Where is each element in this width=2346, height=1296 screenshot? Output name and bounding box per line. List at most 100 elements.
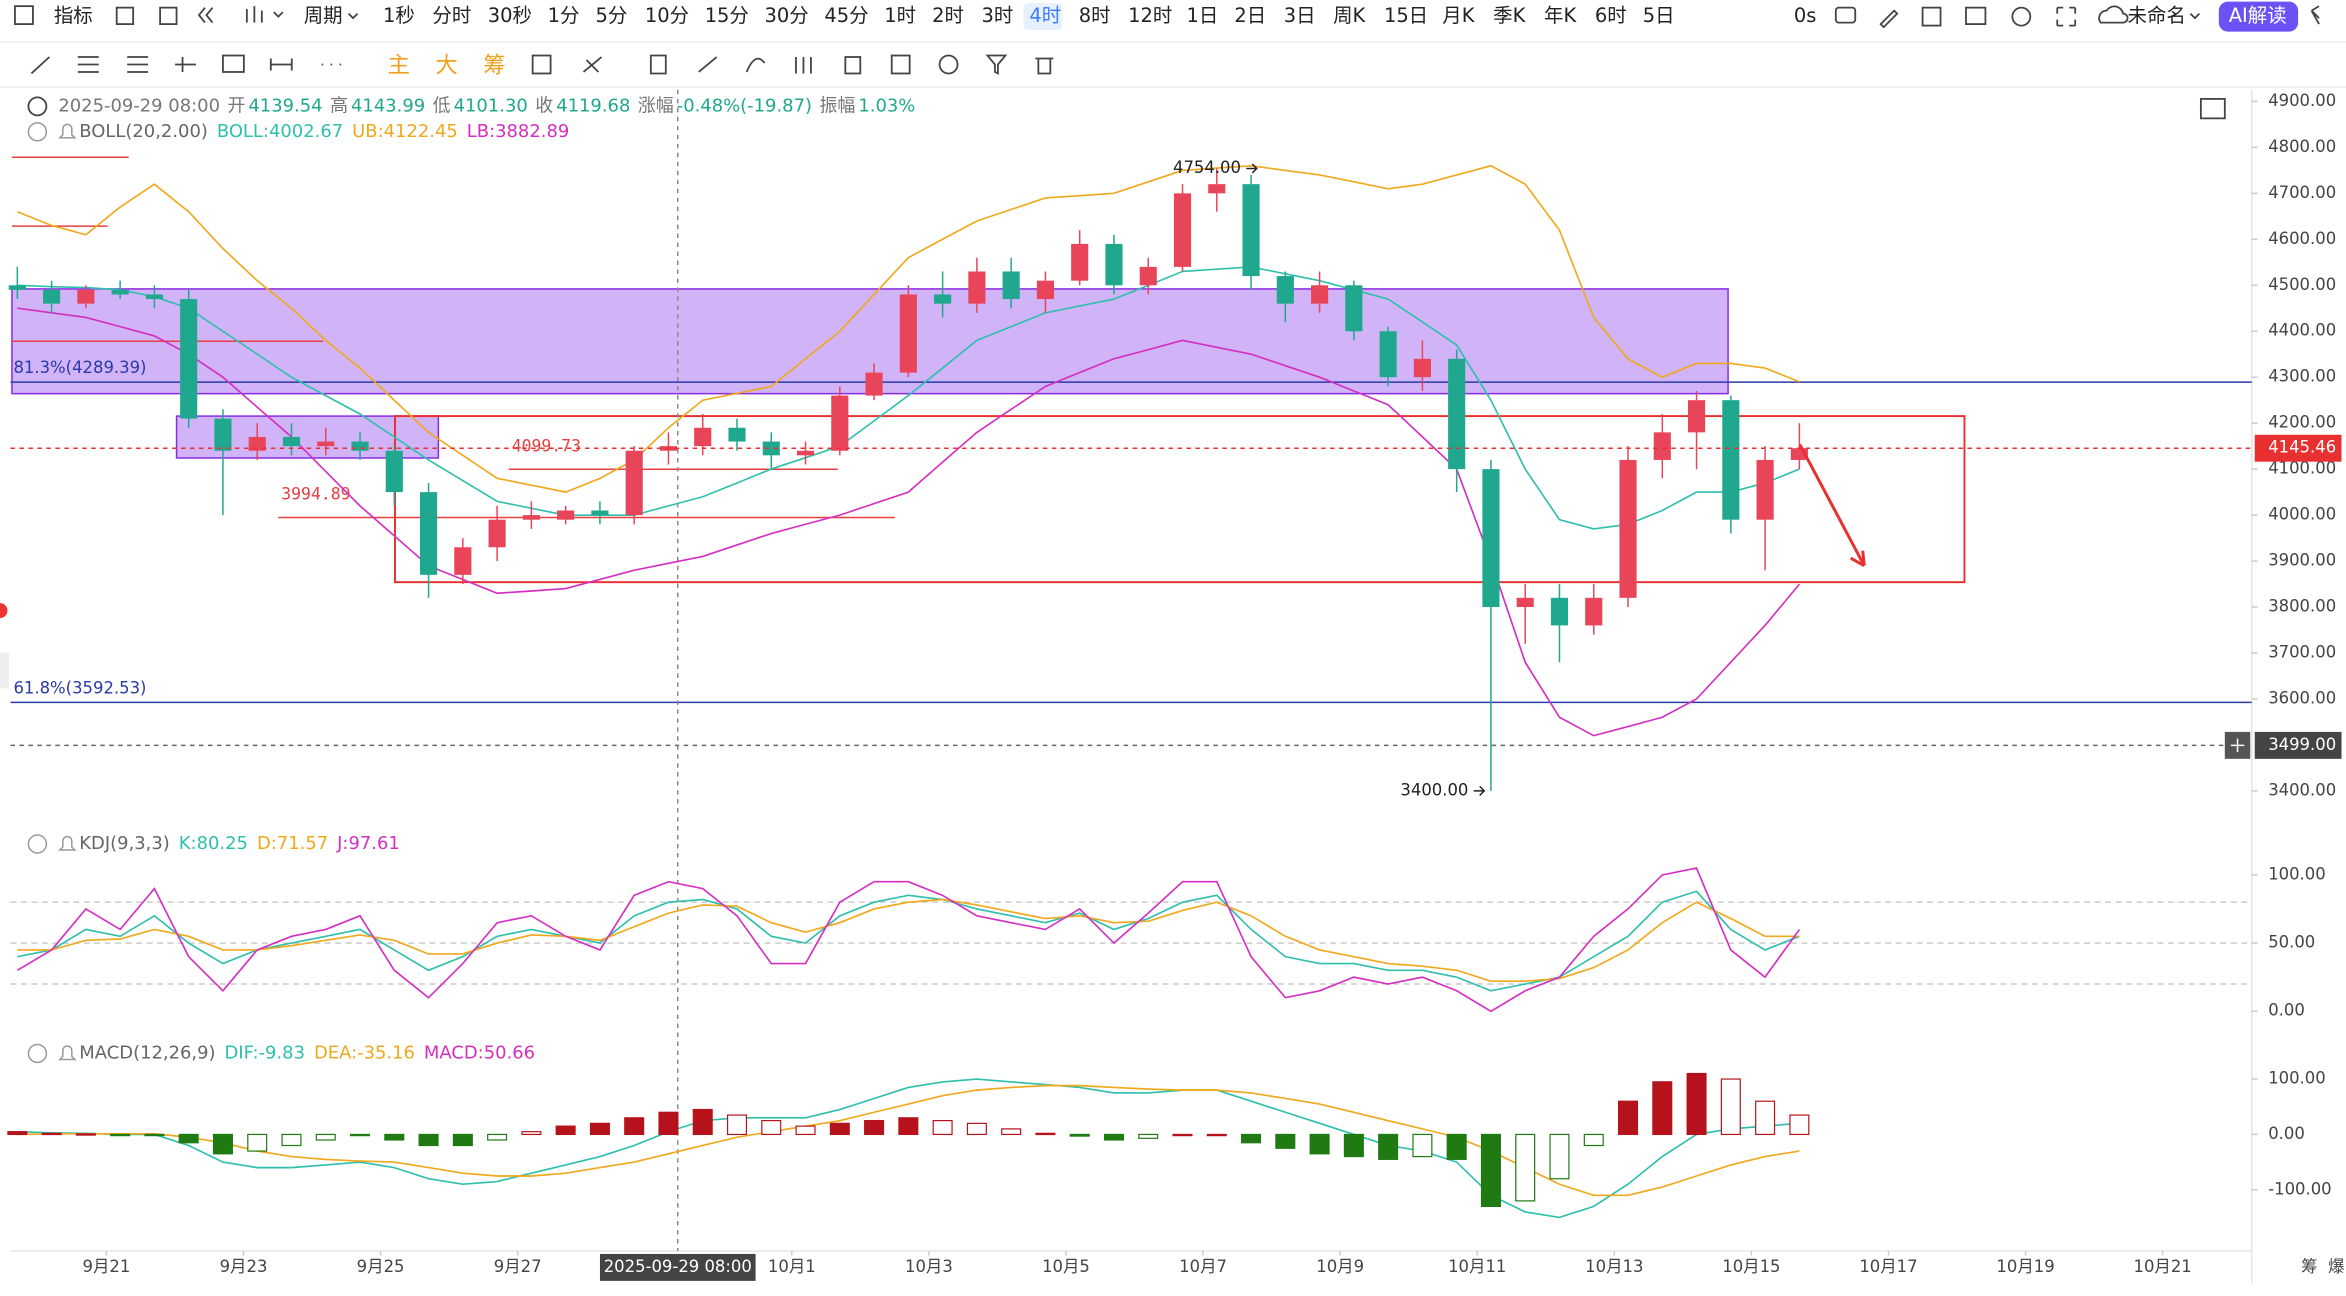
x-tick-label: 10月19 bbox=[1996, 1257, 2054, 1276]
period-option[interactable]: 30分 bbox=[765, 4, 809, 27]
period-option[interactable]: 10分 bbox=[645, 4, 689, 27]
icon[interactable] bbox=[269, 58, 293, 71]
period-button[interactable]: 周期 bbox=[304, 4, 359, 27]
drawing-tools bbox=[30, 54, 1054, 75]
extreme-label: 4754.00 bbox=[1173, 158, 1241, 177]
side-handle[interactable] bbox=[0, 652, 9, 689]
period-option[interactable]: 2时 bbox=[932, 4, 964, 27]
macd-bar bbox=[658, 1111, 679, 1136]
icon[interactable] bbox=[245, 6, 284, 23]
icon[interactable] bbox=[159, 6, 178, 25]
alert-icon[interactable] bbox=[58, 1045, 77, 1061]
period-option[interactable]: 周K bbox=[1333, 4, 1366, 27]
icon[interactable] bbox=[115, 6, 135, 25]
icon[interactable] bbox=[127, 56, 149, 73]
period-option[interactable]: 1分 bbox=[548, 4, 580, 27]
extreme-arrow bbox=[1473, 785, 1486, 796]
icon[interactable] bbox=[745, 57, 766, 73]
macd-bar bbox=[1378, 1133, 1399, 1160]
icon[interactable] bbox=[1921, 6, 1942, 27]
period-option[interactable]: 3时 bbox=[981, 4, 1013, 27]
indicator-line bbox=[16, 867, 1801, 1013]
icon[interactable] bbox=[2056, 6, 2077, 27]
maximize-icon[interactable] bbox=[2199, 98, 2226, 120]
candle-body bbox=[77, 289, 95, 304]
period-option[interactable]: 年K bbox=[1544, 4, 1577, 27]
period-option[interactable]: 1日 bbox=[1186, 4, 1218, 27]
candle-body bbox=[111, 289, 129, 295]
tool-button[interactable]: 筹 bbox=[483, 52, 505, 78]
y-tick-label: 100.00 bbox=[2268, 1069, 2326, 1088]
layout-name[interactable]: 未命名 bbox=[2128, 4, 2186, 27]
period-option[interactable]: 分时 bbox=[432, 4, 471, 27]
tool-button[interactable]: 大 bbox=[435, 52, 457, 78]
macd-bar bbox=[75, 1133, 96, 1136]
info-field: DEA:-35.16 bbox=[314, 1042, 415, 1063]
period-active-bg bbox=[1023, 3, 1063, 31]
collapse-icon[interactable] bbox=[27, 1043, 48, 1064]
icon[interactable] bbox=[2310, 5, 2320, 25]
period-option[interactable]: 5分 bbox=[595, 4, 627, 27]
icon[interactable] bbox=[795, 57, 812, 74]
period-option[interactable]: 5日 bbox=[1643, 4, 1675, 27]
period-option[interactable]: 2日 bbox=[1234, 4, 1266, 27]
tool-button[interactable]: 主 bbox=[388, 52, 410, 78]
icon[interactable] bbox=[938, 54, 959, 75]
x-tick-label: 10月11 bbox=[1448, 1257, 1506, 1276]
y-tick-label: 4300.00 bbox=[2268, 367, 2336, 386]
x-tick-label: 10月13 bbox=[1585, 1257, 1643, 1276]
icon[interactable] bbox=[1879, 9, 1899, 29]
period-option[interactable]: 8时 bbox=[1079, 4, 1111, 27]
icon[interactable] bbox=[1834, 6, 1857, 24]
icon[interactable] bbox=[890, 54, 911, 75]
period-option[interactable]: 3日 bbox=[1284, 4, 1316, 27]
collapse-icon[interactable] bbox=[27, 122, 48, 142]
collapse-icon[interactable] bbox=[27, 834, 48, 854]
period-option[interactable]: 季K bbox=[1493, 4, 1526, 27]
icon[interactable] bbox=[531, 54, 552, 75]
icon[interactable] bbox=[197, 7, 214, 24]
ai-button[interactable]: AI解读 bbox=[2218, 1, 2299, 32]
period-option[interactable]: 15分 bbox=[705, 4, 749, 27]
y-tick-label: 3700.00 bbox=[2268, 642, 2336, 661]
macd-bar bbox=[1069, 1133, 1090, 1137]
macd-bar bbox=[212, 1133, 233, 1155]
indicator-label: 指标 bbox=[54, 4, 93, 27]
right-icons bbox=[1834, 5, 2320, 29]
icon[interactable] bbox=[1965, 6, 1987, 25]
candle-body bbox=[282, 436, 301, 447]
icon[interactable] bbox=[30, 56, 50, 75]
period-option[interactable]: 6时 bbox=[1595, 4, 1627, 27]
icon[interactable] bbox=[77, 56, 99, 73]
candle-body bbox=[1105, 243, 1123, 286]
icon[interactable] bbox=[2098, 5, 2129, 24]
icon[interactable] bbox=[698, 56, 718, 73]
period-option[interactable]: 月K bbox=[1442, 4, 1475, 27]
candle-body bbox=[1242, 184, 1260, 277]
collapse-icon[interactable] bbox=[27, 96, 48, 117]
period-option[interactable]: 4时 bbox=[1029, 4, 1061, 27]
y-tick-label: 4400.00 bbox=[2268, 321, 2336, 340]
icon[interactable] bbox=[175, 57, 196, 72]
alert-icon[interactable] bbox=[58, 835, 77, 851]
alert-icon[interactable] bbox=[58, 123, 77, 139]
period-option[interactable]: 45分 bbox=[824, 4, 868, 27]
macd-bar bbox=[1549, 1133, 1570, 1180]
timer: 0s bbox=[1794, 4, 1817, 27]
crosshair-time-label: 2025-09-29 08:00 bbox=[604, 1257, 752, 1276]
period-option[interactable]: 1秒 bbox=[383, 4, 415, 27]
icon[interactable] bbox=[582, 56, 603, 73]
period-option[interactable]: 1时 bbox=[884, 4, 916, 27]
period-option[interactable]: 12时 bbox=[1128, 4, 1172, 27]
plots: 81.3%(4289.39) 61.8%(3592.53) 4099.73 3994.… bbox=[7, 89, 2342, 1281]
period-option[interactable]: 30秒 bbox=[488, 4, 532, 27]
macd-bar bbox=[761, 1119, 782, 1136]
icon[interactable] bbox=[2011, 6, 2032, 27]
period-option[interactable]: 15日 bbox=[1384, 4, 1428, 27]
icon[interactable] bbox=[222, 54, 245, 73]
icon[interactable] bbox=[844, 56, 862, 75]
icon[interactable] bbox=[985, 54, 1008, 75]
icon[interactable] bbox=[1035, 57, 1054, 75]
indicator-button[interactable]: 指标 bbox=[14, 4, 93, 27]
icon[interactable] bbox=[649, 54, 667, 75]
